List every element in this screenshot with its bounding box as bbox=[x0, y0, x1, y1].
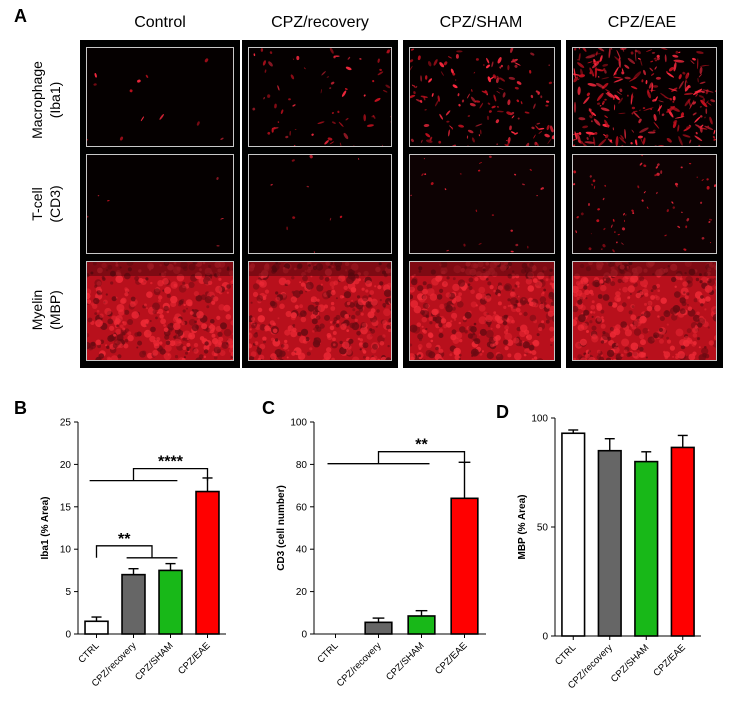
bar-cpz-recovery bbox=[121, 573, 146, 635]
bar-cpz-recovery bbox=[364, 621, 393, 635]
microscopy-image-tile bbox=[248, 154, 392, 254]
significance-label: ** bbox=[415, 437, 428, 454]
significance-label: **** bbox=[158, 454, 184, 471]
x-tick-label: CPZ/recovery bbox=[335, 640, 384, 689]
column-title-cpz-eae: CPZ/EAE bbox=[607, 14, 677, 31]
microscopy-image-tile bbox=[572, 261, 717, 361]
bar-cpz-eae bbox=[195, 490, 220, 635]
y-tick-label: 20 bbox=[60, 460, 72, 471]
panel-b-letter: B bbox=[14, 398, 27, 418]
panel-a-letter: A bbox=[14, 6, 27, 26]
y-tick-label: 0 bbox=[542, 632, 548, 643]
x-tick-label: CPZ/SHAM bbox=[609, 642, 652, 685]
microscopy-image-tile bbox=[248, 261, 392, 361]
panel-c-letter: C bbox=[262, 398, 275, 418]
bar-ctrl bbox=[84, 620, 109, 635]
y-tick-label: 60 bbox=[296, 502, 308, 513]
x-tick-label: CPZ/EAE bbox=[651, 642, 688, 679]
microscopy-image-tile bbox=[572, 154, 717, 254]
x-tick-label: CTRL bbox=[315, 640, 340, 665]
x-tick-label: CPZ/SHAM bbox=[133, 640, 176, 683]
y-tick-label: 10 bbox=[60, 545, 72, 556]
bar-cpz-sham bbox=[158, 569, 183, 635]
column-title-cpz-sham: CPZ/SHAM bbox=[439, 14, 523, 31]
x-tick-label: CPZ/SHAM bbox=[384, 640, 427, 683]
y-tick-label: 20 bbox=[296, 587, 308, 598]
x-tick-label: CPZ/EAE bbox=[433, 640, 470, 677]
row-label-macrophage: Macrophage (Iba1) bbox=[29, 61, 63, 139]
y-axis-label: Iba1 (% Area) bbox=[40, 497, 51, 560]
significance-label: ** bbox=[118, 531, 131, 548]
microscopy-image-tile bbox=[248, 47, 392, 147]
microscopy-image-tile bbox=[86, 47, 234, 147]
significance-bracket bbox=[95, 545, 153, 558]
y-tick-label: 40 bbox=[296, 545, 308, 556]
row-label-t-cell: T-cell (CD3) bbox=[29, 185, 63, 223]
significance-bracket bbox=[377, 451, 466, 464]
microscopy-image-tile bbox=[409, 47, 555, 147]
panel-d-letter: D bbox=[496, 402, 509, 422]
bar-cpz-sham bbox=[634, 460, 659, 637]
x-tick-label: CTRL bbox=[553, 642, 578, 667]
bar-cpz-eae bbox=[450, 497, 479, 635]
y-tick-label: 25 bbox=[60, 418, 72, 429]
y-axis-label: CD3 (cell number) bbox=[276, 485, 287, 571]
y-tick-label: 50 bbox=[537, 523, 549, 534]
microscopy-image-tile bbox=[572, 47, 717, 147]
significance-bracket bbox=[132, 467, 209, 481]
microscopy-image-tile bbox=[409, 261, 555, 361]
bar-cpz-sham bbox=[407, 615, 436, 635]
x-tick-label: CPZ/EAE bbox=[176, 640, 213, 677]
column-title-control: Control bbox=[134, 14, 186, 31]
microscopy-image-tile bbox=[409, 154, 555, 254]
x-tick-label: CTRL bbox=[76, 640, 101, 665]
y-tick-label: 0 bbox=[65, 630, 71, 641]
bar-cpz-eae bbox=[670, 446, 695, 637]
y-tick-label: 0 bbox=[301, 630, 307, 641]
row-label-myelin: Myelin (MBP) bbox=[29, 289, 63, 331]
y-tick-label: 100 bbox=[531, 414, 548, 425]
chart-cd3-cell-number: 0 20 40 60 80 100 CD3 (cell number) CTRLCPZ/rec… bbox=[276, 418, 486, 689]
y-tick-label: 100 bbox=[290, 418, 307, 429]
microscopy-image-tile bbox=[86, 261, 234, 361]
bar-ctrl bbox=[561, 432, 586, 637]
y-axis-label: MBP (% Area) bbox=[517, 494, 528, 559]
y-tick-label: 15 bbox=[60, 502, 72, 513]
y-tick-label: 80 bbox=[296, 460, 308, 471]
column-title-cpz-recovery: CPZ/recovery bbox=[271, 14, 369, 31]
microscopy-image-tile bbox=[86, 154, 234, 254]
bar-cpz-recovery bbox=[597, 449, 622, 637]
y-tick-label: 5 bbox=[65, 587, 71, 598]
